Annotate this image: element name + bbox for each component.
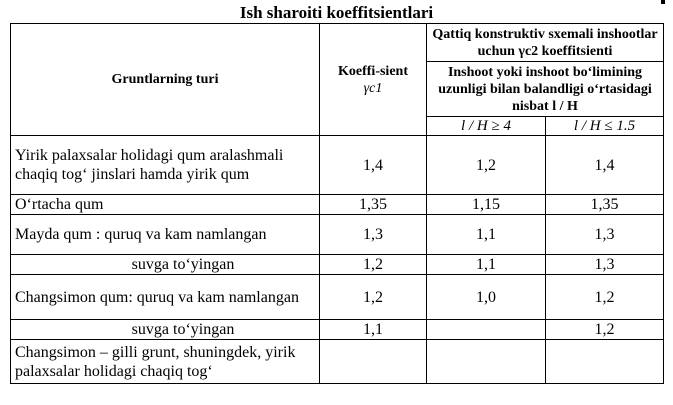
soil-cell: Changsimon qum: quruq va kam namlangan [10, 274, 320, 320]
table-row: suvga to‘yingan 1,1 1,2 [10, 319, 665, 340]
c1-cell: 1,35 [319, 194, 427, 215]
soil-cell: O‘rtacha qum [10, 194, 320, 215]
le15-cell: 1,35 [544, 194, 665, 215]
ge4-cell [426, 339, 546, 384]
ge4-cell: 1,15 [426, 194, 546, 215]
header-coef-symbol: γc1 [363, 80, 383, 96]
table-row: Changsimon – gilli grunt, shuningdek, yi… [10, 339, 665, 384]
soil-cell: suvga to‘yingan [10, 319, 320, 340]
table-title: Ish sharoiti koeffitsientlari [239, 3, 434, 22]
header-soil-type: Gruntlarning turi [10, 23, 320, 136]
table-row: Changsimon qum: quruq va kam namlangan 1… [10, 274, 665, 320]
c1-cell: 1,4 [319, 135, 427, 195]
header-coef-c1: Koeffi-sient γc1 [319, 23, 427, 136]
table-row: Yirik palaxsalar holidagi qum aralashmal… [10, 135, 665, 195]
soil-cell: Yirik palaxsalar holidagi qum aralashmal… [10, 135, 320, 195]
le15-cell: 1,3 [544, 254, 665, 275]
corner-mark [661, 0, 665, 4]
le15-cell: 1,2 [544, 274, 665, 320]
table-row: suvga to‘yingan 1,2 1,1 1,3 [10, 254, 665, 275]
soil-cell: suvga to‘yingan [10, 254, 320, 275]
header-ratio-group: Inshoot yoki inshoot bo‘limining uzunlig… [425, 61, 665, 117]
table-row: O‘rtacha qum 1,35 1,15 1,35 [10, 194, 665, 215]
c1-cell [319, 339, 427, 384]
header-rigid-group: Qattiq konstruktiv sxemali inshootlar uc… [425, 23, 665, 62]
le15-cell: 1,4 [544, 135, 665, 195]
table-row: Mayda qum : quruq va kam namlangan 1,3 1… [10, 214, 665, 255]
header-coef-label: Koeffi-sient [338, 63, 408, 79]
ge4-cell: 1,2 [426, 135, 546, 195]
ge4-cell [426, 319, 546, 340]
soil-cell: Changsimon – gilli grunt, shuningdek, yi… [10, 339, 320, 384]
c1-cell: 1,1 [319, 319, 427, 340]
ge4-cell: 1,1 [426, 214, 546, 255]
c1-cell: 1,2 [319, 274, 427, 320]
header-ratio-ge4: l / H ≥ 4 [426, 116, 546, 136]
ge4-cell: 1,1 [426, 254, 546, 275]
soil-cell: Mayda qum : quruq va kam namlangan [10, 214, 320, 255]
coefficients-table: Gruntlarning turi Koeffi-sient γc1 Qatti… [10, 23, 665, 384]
le15-cell: 1,2 [544, 319, 665, 340]
ge4-cell: 1,0 [426, 274, 546, 320]
le15-cell [544, 339, 665, 384]
c1-cell: 1,3 [319, 214, 427, 255]
c1-cell: 1,2 [319, 254, 427, 275]
le15-cell: 1,3 [544, 214, 665, 255]
header-ratio-le15: l / H ≤ 1.5 [544, 116, 665, 136]
